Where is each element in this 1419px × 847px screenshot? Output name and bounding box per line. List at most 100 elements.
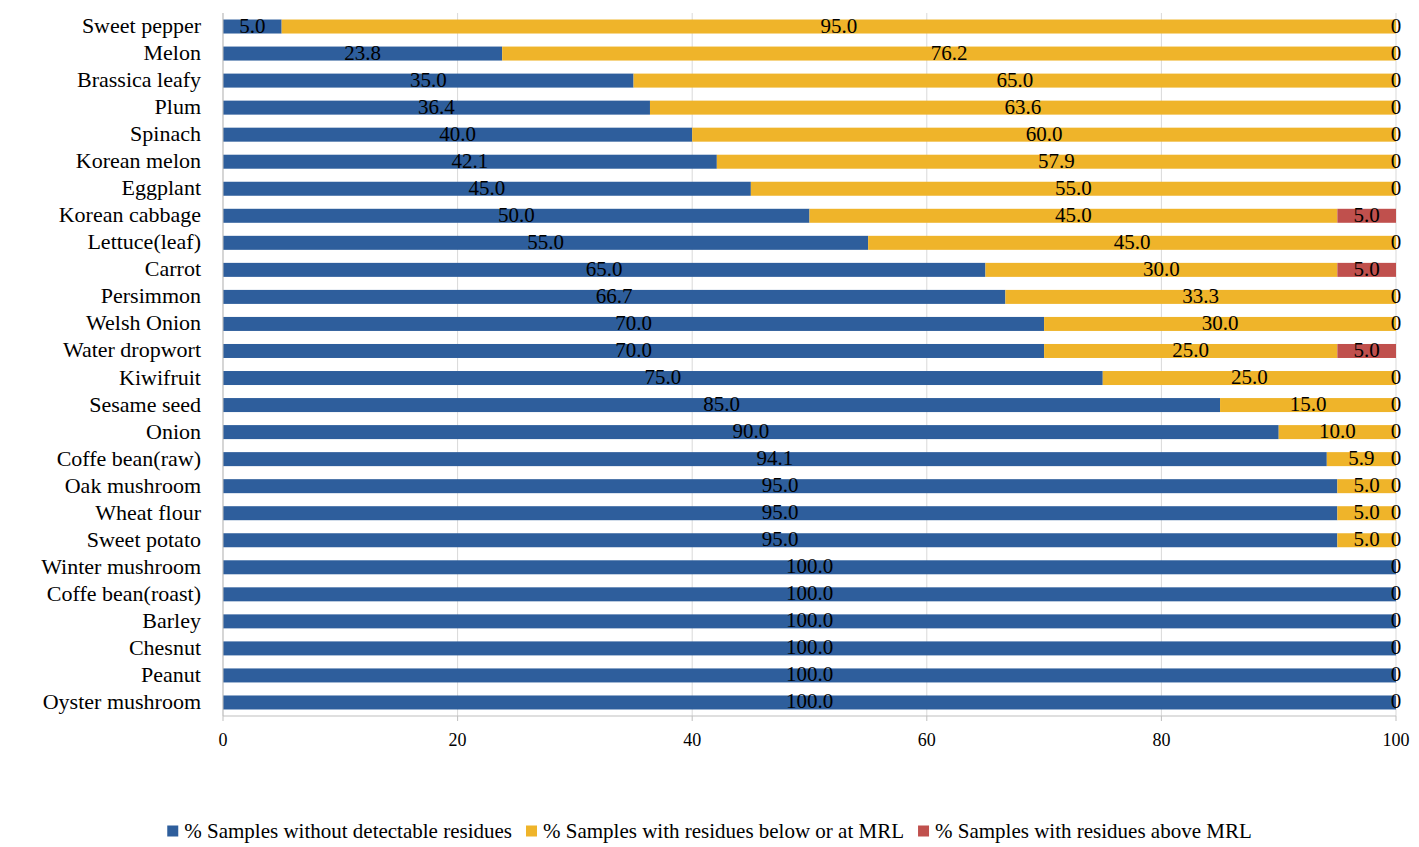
data-label: 95.0 [762,527,799,551]
chart: 5.0 95.0 0 23.8 76.2 0 35.0 65.0 0 36.4 63.6 0 40.0 6… [0,0,1419,847]
data-label: 42.1 [452,149,489,173]
category-label: Peanut [141,662,201,687]
x-axis [223,716,1396,717]
category-label: Spinach [130,121,201,146]
category-label: Eggplant [122,175,201,200]
category-label: Sweet pepper [82,13,202,38]
legend-label: % Samples with residues below or at MRL [543,819,904,843]
category-label: Welsh Onion [86,310,201,335]
data-label: 25.0 [1172,338,1209,362]
data-label: 66.7 [596,284,633,308]
data-label: 0 [1391,527,1402,551]
tick-mark [926,716,927,721]
grid-line [692,13,693,716]
data-label: 36.4 [418,95,455,119]
category-label: Sweet potato [87,527,201,552]
data-label: 40.0 [439,122,476,146]
category-label: Melon [144,40,201,65]
data-label: 0 [1391,230,1402,254]
data-label: 0 [1391,149,1402,173]
category-label: Water dropwort [63,337,201,362]
bars [223,20,1396,710]
grid-line [223,13,224,716]
tick-label: 60 [918,730,936,750]
legend-label: % Samples with residues above MRL [935,819,1252,843]
data-label: 60.0 [1026,122,1063,146]
data-label: 0 [1391,689,1402,713]
data-label: 0 [1391,284,1402,308]
legend-label: % Samples without detectable residues [184,819,512,843]
data-label: 95.0 [762,500,799,524]
data-label: 10.0 [1319,419,1356,443]
data-label: 33.3 [1182,284,1219,308]
category-label: Coffe bean(roast) [47,581,201,606]
category-label: Kiwifruit [119,365,201,390]
data-label: 75.0 [645,365,682,389]
data-label: 0 [1391,122,1402,146]
tick-label: 0 [219,730,228,750]
tick-mark [692,716,693,721]
category-label: Wheat flour [95,500,201,525]
data-label: 0 [1391,68,1402,92]
legend-swatch [167,826,178,837]
data-label: 70.0 [615,338,652,362]
category-label: Brassica leafy [77,67,201,92]
data-label: 65.0 [586,257,623,281]
data-label: 0 [1391,473,1402,497]
category-label: Persimmon [101,283,201,308]
data-label: 0 [1391,500,1402,524]
data-label: 90.0 [732,419,769,443]
data-label: 100.0 [786,689,833,713]
category-label: Oak mushroom [65,473,201,498]
data-label: 0 [1391,446,1402,470]
data-label: 95.0 [762,473,799,497]
data-label: 5.0 [239,14,265,38]
data-label: 0 [1391,95,1402,119]
data-label: 30.0 [1202,311,1239,335]
data-label: 50.0 [498,203,535,227]
category-label: Sesame seed [89,392,201,417]
data-label: 0 [1391,365,1402,389]
data-label: 70.0 [615,311,652,335]
data-label: 63.6 [1005,95,1042,119]
data-label: 15.0 [1290,392,1327,416]
data-label: 0 [1391,392,1402,416]
tick-mark [223,716,224,721]
data-label: 0 [1391,176,1402,200]
data-label: 45.0 [469,176,506,200]
data-label: 5.0 [1354,473,1380,497]
y-axis [223,13,224,716]
data-label: 35.0 [410,68,447,92]
tick-label: 100 [1383,730,1410,750]
category-label: Oyster mushroom [43,689,201,714]
category-label: Winter mushroom [41,554,201,579]
data-label: 0 [1391,41,1402,65]
data-label: 5.0 [1354,203,1380,227]
grid-line [1161,13,1162,716]
legend-swatch [918,826,929,837]
data-label: 45.0 [1055,203,1092,227]
grid-line [457,13,458,716]
data-label: 5.0 [1354,500,1380,524]
category-label: Carrot [145,256,201,281]
grid-line [926,13,927,716]
category-label: Onion [146,419,201,444]
data-label: 23.8 [344,41,381,65]
category-label: Chesnut [129,635,201,660]
data-label: 5.9 [1348,446,1374,470]
data-label: 30.0 [1143,257,1180,281]
data-label: 100.0 [786,554,833,578]
tick-mark [457,716,458,721]
data-label: 85.0 [703,392,740,416]
data-label: 57.9 [1038,149,1075,173]
data-label: 0 [1391,419,1402,443]
data-label: 100.0 [786,608,833,632]
data-label: 5.0 [1354,338,1380,362]
data-label: 0 [1391,662,1402,686]
data-label: 65.0 [996,68,1033,92]
data-label: 76.2 [931,41,968,65]
tick-label: 80 [1152,730,1170,750]
data-label: 55.0 [527,230,564,254]
tick-label: 20 [449,730,467,750]
category-label: Korean cabbage [59,202,201,227]
